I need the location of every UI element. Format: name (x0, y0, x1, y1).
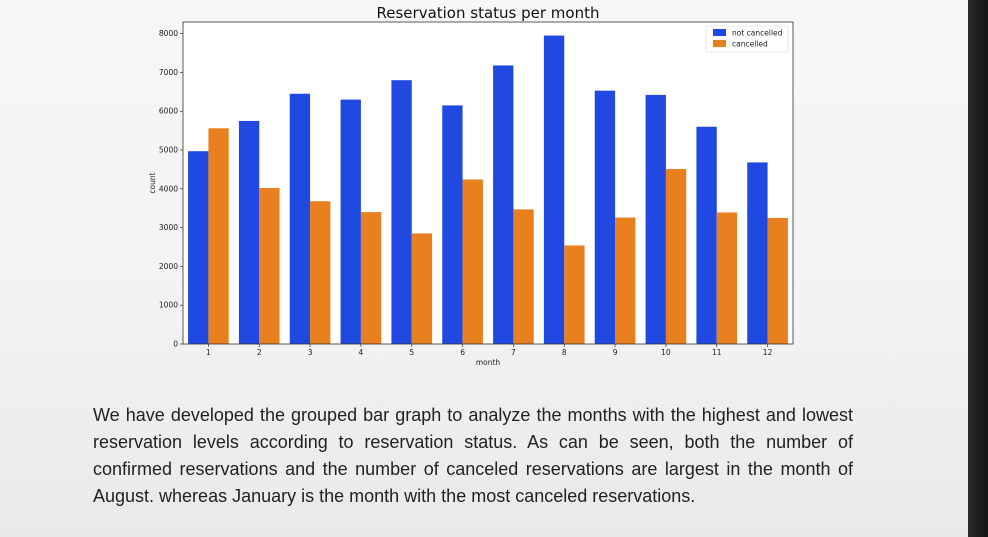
x-tick-label: 2 (257, 348, 262, 357)
x-tick-label: 5 (409, 348, 414, 357)
bar-not-cancelled-month-2 (238, 120, 260, 345)
y-tick-label: 3000 (159, 223, 178, 232)
bar-not-cancelled-month-8 (543, 35, 565, 344)
bar-cancelled-month-12 (767, 217, 788, 344)
y-tick-label: 5000 (159, 146, 178, 155)
y-tick-label: 2000 (159, 262, 178, 271)
bar-cancelled-month-9 (615, 217, 636, 344)
x-tick-label: 11 (712, 348, 722, 357)
x-tick-label: 3 (308, 348, 313, 357)
bar-not-cancelled-month-9 (594, 90, 616, 344)
bar-cancelled-month-10 (665, 169, 687, 344)
bar-cancelled-month-8 (564, 245, 585, 344)
legend-box (705, 25, 789, 53)
y-axis-title: count (148, 172, 157, 193)
x-tick-label: 9 (613, 348, 618, 357)
plot-background (183, 22, 793, 344)
x-tick-label: 8 (562, 348, 567, 357)
bar-cancelled-month-5 (411, 233, 433, 344)
legend-label-not-cancelled: not cancelled (732, 29, 783, 38)
y-tick-label: 6000 (159, 107, 178, 116)
bar-not-cancelled-month-3 (289, 93, 311, 345)
x-tick-label: 6 (460, 348, 465, 357)
bar-cancelled-month-7 (513, 209, 534, 344)
y-tick-label: 0 (173, 340, 178, 349)
x-ticks: 1 2 3 4 5 6 7 8 9 10 11 12 (206, 344, 773, 357)
plot-frame (182, 21, 794, 345)
x-tick-label: 1 (206, 348, 211, 357)
legend-label-cancelled: cancelled (732, 40, 768, 49)
legend-swatch-not-cancelled (713, 29, 726, 36)
bar-cancelled-month-4 (360, 212, 382, 344)
description-paragraph: We have developed the grouped bar graph … (93, 405, 853, 506)
legend-swatch-cancelled (713, 40, 726, 47)
x-tick-label: 4 (359, 348, 364, 357)
x-tick-label: 12 (763, 348, 773, 357)
bar-cancelled-month-6 (462, 179, 483, 344)
bar-not-cancelled-month-11 (696, 126, 717, 344)
y-tick-label: 1000 (159, 301, 178, 310)
bar-cancelled-month-1 (208, 128, 229, 344)
legend: not cancelled cancelled (705, 25, 789, 53)
bar-not-cancelled-month-12 (747, 162, 768, 344)
y-tick-label: 7000 (159, 68, 178, 77)
bar-not-cancelled-month-10 (645, 94, 666, 345)
y-tick-label: 8000 (159, 29, 178, 38)
bar-not-cancelled-month-1 (188, 151, 209, 344)
bar-cancelled-month-11 (716, 212, 738, 344)
bar-not-cancelled-month-5 (391, 80, 412, 344)
y-tick-label: 4000 (159, 184, 178, 193)
x-tick-label: 7 (511, 348, 516, 357)
bar-cancelled-month-3 (310, 201, 331, 344)
x-axis-title: month (476, 358, 501, 367)
bar-not-cancelled-month-7 (493, 65, 514, 344)
window-edge (968, 0, 988, 537)
bars-group (188, 35, 788, 345)
bar-cancelled-month-2 (259, 188, 280, 344)
bar-not-cancelled-month-4 (340, 99, 361, 344)
bar-not-cancelled-month-6 (442, 105, 463, 344)
chart-title: Reservation status per month (377, 4, 600, 22)
x-tick-label: 10 (661, 348, 671, 357)
y-ticks: 0 1000 2000 3000 4000 5000 6000 7000 8000 (159, 29, 183, 349)
